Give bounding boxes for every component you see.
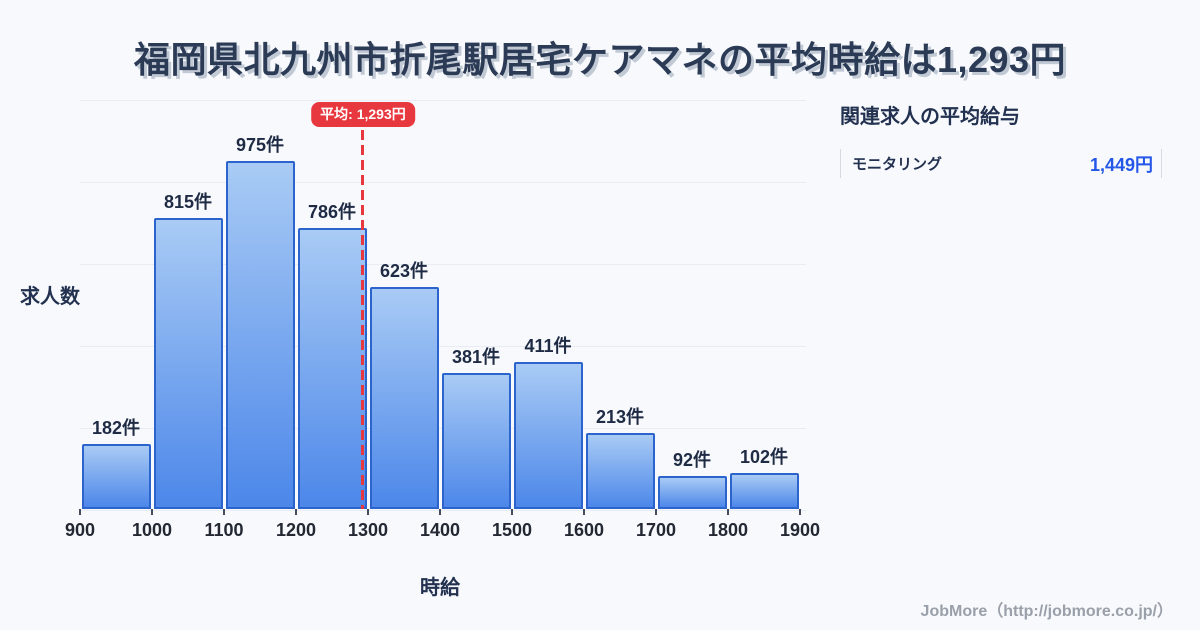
histogram-bar <box>369 287 439 509</box>
x-tick-label: 1500 <box>491 520 533 540</box>
x-axis-tick <box>151 509 153 515</box>
x-tick-label: 1000 <box>131 520 173 540</box>
related-jobs-heading: 関連求人の平均給与 <box>840 106 1020 128</box>
x-tick-label: 1700 <box>635 520 677 540</box>
bar-value-label: 102件 <box>739 447 789 467</box>
histogram-bar <box>585 433 655 509</box>
gridline <box>80 264 806 265</box>
x-tick-label: 1600 <box>563 520 605 540</box>
bar-value-label: 92件 <box>672 450 712 470</box>
x-axis-tick <box>727 509 729 515</box>
x-axis-tick <box>439 509 441 515</box>
average-label: 平均: 1,293円 <box>311 102 415 127</box>
bar-value-label: 975件 <box>235 135 285 155</box>
footer-credit: JobMore（http://jobmore.co.jp/） <box>920 603 1173 620</box>
bar-value-label: 786件 <box>307 202 357 222</box>
x-axis-tick <box>223 509 225 515</box>
x-tick-label: 1200 <box>275 520 317 540</box>
gridline <box>80 100 806 101</box>
x-tick-label: 1800 <box>707 520 749 540</box>
x-tick-label: 1100 <box>204 520 244 540</box>
bar-value-label: 623件 <box>379 261 429 281</box>
x-axis-tick <box>79 509 81 515</box>
x-axis-tick <box>799 509 801 515</box>
x-axis-tick <box>583 509 585 515</box>
y-axis-label: 求人数 <box>20 286 80 308</box>
histogram-bar <box>729 473 799 509</box>
page-title: 福岡県北九州市折尾駅居宅ケアマネの平均時給は1,293円 <box>133 39 1067 80</box>
histogram-bar <box>513 362 583 509</box>
histogram-bar <box>657 476 727 509</box>
x-tick-label: 1900 <box>779 520 821 540</box>
bar-value-label: 381件 <box>451 347 501 367</box>
histogram-bar <box>225 161 295 509</box>
bar-value-label: 815件 <box>163 192 213 212</box>
x-tick-label: 1300 <box>347 520 389 540</box>
histogram-bar <box>441 373 511 509</box>
x-axis-label: 時給 <box>420 577 460 599</box>
histogram-bar <box>153 218 223 509</box>
histogram-bar <box>297 228 367 509</box>
related-job-row: モニタリング 1,449円 <box>840 149 1162 178</box>
x-axis-tick <box>511 509 513 515</box>
related-job-label: モニタリング <box>852 156 943 173</box>
average-line <box>361 130 365 509</box>
gridline <box>80 182 806 183</box>
x-tick-label: 1400 <box>419 520 461 540</box>
histogram-bar <box>81 444 151 509</box>
related-job-value: 1,449円 <box>1089 154 1153 175</box>
gridline <box>80 510 806 511</box>
gridline <box>80 346 806 347</box>
x-axis-tick <box>295 509 297 515</box>
bar-value-label: 213件 <box>595 407 645 427</box>
x-axis-tick <box>655 509 657 515</box>
bar-value-label: 411件 <box>524 336 572 356</box>
bar-value-label: 182件 <box>91 418 141 438</box>
x-axis-tick <box>367 509 369 515</box>
x-tick-label: 900 <box>64 520 96 540</box>
